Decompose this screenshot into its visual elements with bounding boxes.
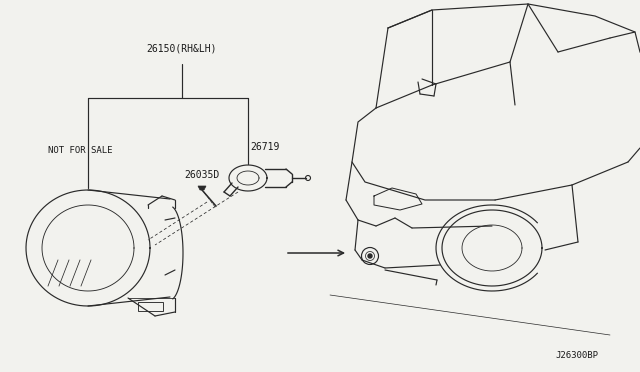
Bar [138, 302, 163, 311]
Text: 26719: 26719 [250, 142, 280, 152]
Circle shape [368, 254, 372, 258]
Text: J26300BP: J26300BP [555, 351, 598, 360]
Text: 26035D: 26035D [184, 170, 220, 180]
Text: NOT FOR SALE: NOT FOR SALE [48, 146, 113, 155]
Text: 26150(RH&LH): 26150(RH&LH) [147, 43, 217, 53]
Polygon shape [198, 186, 206, 190]
